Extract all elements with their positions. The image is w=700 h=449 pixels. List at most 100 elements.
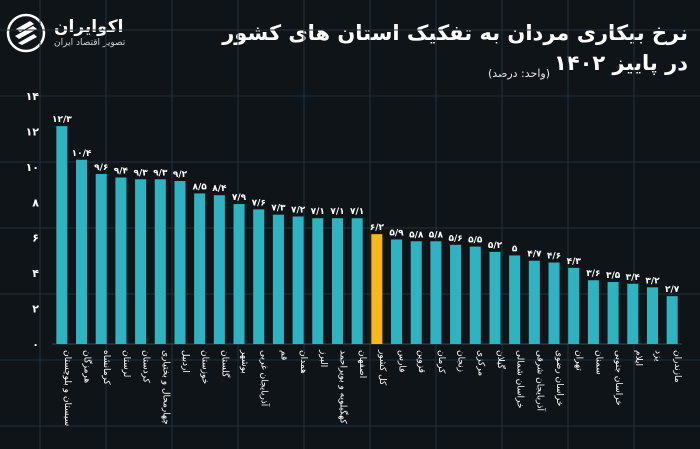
y-tick-label: ۱۰ [26,161,39,174]
x-tick-label: گلستان [219,350,231,378]
x-tick-label: یزد [652,350,662,362]
bar-value-label: ۵ [512,244,518,254]
bar [213,195,225,344]
bar-value-label: ۷/۱ [350,207,364,217]
bar [194,193,206,344]
bar [312,218,324,344]
bar [627,283,639,344]
chart-title-line-1: نرخ بیکاری مردان به تفکیک استان های کشور [222,21,688,45]
bar-value-label: ۵/۶ [448,234,462,244]
bar [253,209,265,344]
bar [430,241,442,344]
bar-value-label: ۵/۸ [409,230,424,240]
bar [509,255,521,344]
bar [135,179,147,344]
bar-value-label: ۵/۹ [389,228,404,238]
x-tick-label: خراسان جنوبی [613,350,623,406]
chart-title-line-2: در پاییز ۱۴۰۲ [553,51,688,75]
x-tick-label: فارس [397,350,407,372]
bar-value-label: ۹/۴ [114,166,129,176]
bar [331,218,343,344]
bar-value-label: ۹/۲ [173,170,188,180]
bar [351,218,363,344]
bar-value-label: ۶/۲ [370,223,385,233]
bar-value-label: ۷/۱ [330,207,344,217]
x-tick-label: البرز [318,349,328,367]
x-tick-label: سمنان [593,350,603,375]
bar [450,244,462,344]
x-tick-label: خوزستان [200,350,210,384]
x-tick-label: اردبیل [180,350,190,373]
bar [272,214,284,344]
bar-value-label: ۷/۳ [271,204,286,214]
bar [528,260,540,344]
bar-value-label: ۷/۲ [291,205,306,215]
bar-value-label: ۲/۷ [665,285,680,295]
bar-value-label: ۴/۳ [567,257,582,267]
bar [607,282,619,344]
bar-value-label: ۱۰/۴ [72,149,92,159]
bar [391,239,403,344]
bar-value-label: ۷/۹ [232,193,247,203]
bar-value-label: ۳/۴ [626,273,641,283]
bar [154,179,166,344]
x-tick-label: مازندران [672,350,682,383]
bar-value-label: ۷/۶ [252,198,266,208]
bar [548,262,560,344]
x-tick-label: چهارمحال و بختیاری [160,350,170,425]
x-tick-label: آذربایجان شرقی [534,350,546,411]
bar [410,241,422,344]
x-tick-label: کرمان [436,350,446,374]
x-tick-label: مرکزی [475,350,485,376]
bar-value-label: ۹/۳ [133,168,148,178]
x-tick-label: لرستان [121,350,131,377]
bar [666,296,678,344]
x-tick-label: کل کشور [377,349,387,386]
bar-value-label: ۳/۲ [645,276,660,286]
chart-unit: (واحد: درصد) [487,67,550,80]
bar-value-label: ۱۲/۳ [52,115,72,125]
x-tick-label: کهگیلویه و بویراحمد [337,350,349,424]
y-tick-label: ۲ [32,303,39,316]
y-tick-label: ۶ [32,232,39,245]
x-tick-label: تهران [574,350,584,371]
logo-tagline: تصویر اقتصاد ایران [54,38,126,48]
bar [292,216,304,344]
chart-title: نرخ بیکاری مردان به تفکیک استان های کشور… [168,18,688,78]
bar [76,159,88,344]
bar-value-label: ۹/۳ [153,168,168,178]
x-tick-label: هرمزگان [82,350,94,383]
bar [174,181,186,344]
bar-value-label: ۵/۲ [488,241,503,251]
ecoiran-logo-icon [6,13,46,53]
x-tick-label: بوشهر [239,349,249,374]
bar-value-label: ۸/۴ [212,184,227,194]
bar-value-label: ۳/۵ [606,271,621,281]
x-tick-label: کرمانشاه [101,350,111,386]
bar [233,204,245,344]
x-tick-label: گیلان [495,350,507,370]
bar [95,173,107,344]
bar [646,287,658,344]
bar [115,177,127,344]
bar-value-label: ۵/۵ [468,236,483,246]
x-tick-label: کردستان [141,350,151,384]
bar-value-label: ۴/۷ [527,250,542,260]
x-tick-label: آذربایجان غربی [259,350,271,407]
y-tick-label: ۴ [32,267,39,280]
y-tick-label: ۰ [32,338,39,351]
bar-value-label: ۴/۶ [547,252,561,262]
x-tick-label: زنجان [456,350,466,372]
x-tick-label: قزوین [416,350,426,373]
bar [568,267,580,344]
x-tick-label: همدان [298,350,308,374]
y-tick-label: ۸ [32,196,39,209]
bar [489,251,501,344]
bar [587,280,599,344]
x-tick-label: سیستان و بلوچستان [62,350,72,426]
y-tick-label: ۱۲ [26,125,40,138]
x-tick-label: قم [278,350,288,360]
y-tick-label: ۱۴ [26,90,40,103]
x-tick-label: اصفهان [357,350,367,378]
